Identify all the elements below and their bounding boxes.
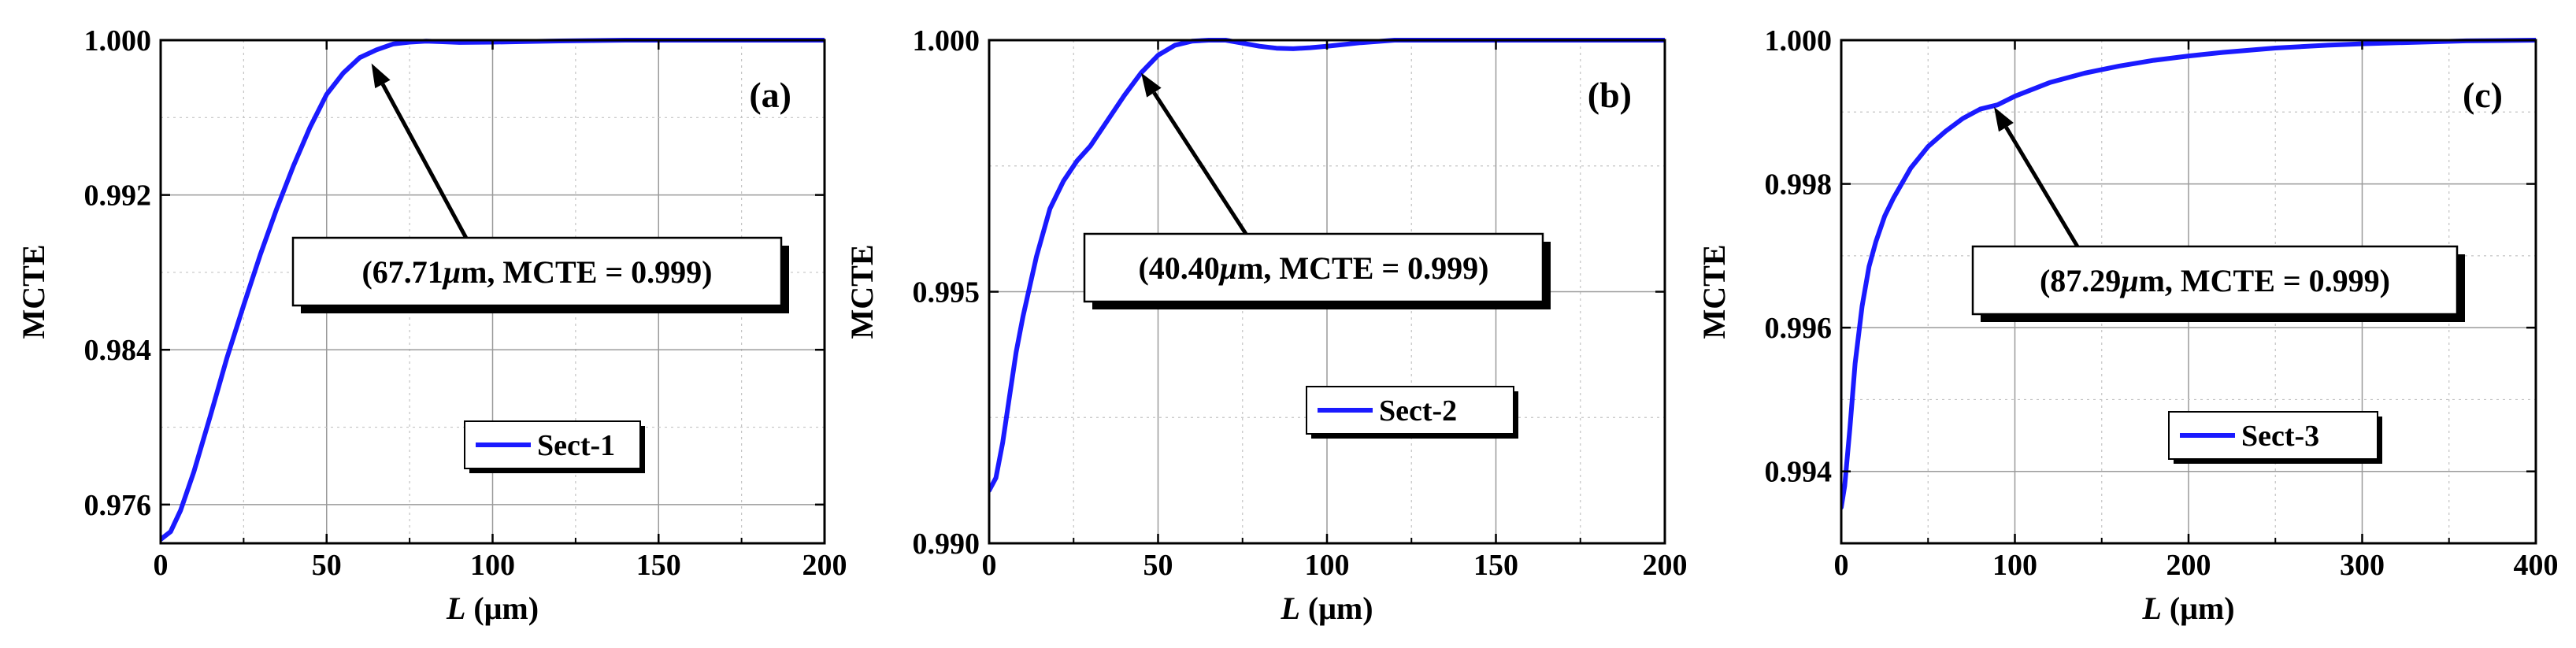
annotation-rest: m, MCTE = 0.999) (1237, 250, 1488, 286)
annotation-value: (40.40 (1138, 250, 1219, 286)
chart-panel-1: 0 50 100 150 200 0.976 0.984 0.992 1.000 L (μm) MC… (16, 24, 847, 626)
x-axis-title: L (μm) (2141, 591, 2234, 626)
y-tick-label: 0.996 (1765, 312, 1833, 345)
annotation-rest: m, MCTE = 0.999) (461, 254, 712, 290)
panel-label: (c) (2463, 75, 2503, 115)
annotation-arrow-line (1152, 91, 1248, 235)
annotation-rest: m, MCTE = 0.999) (2139, 263, 2390, 298)
x-tick-label: 400 (2514, 549, 2559, 582)
chart-panel-3: 0 100 200 300 400 0.994 0.996 0.998 1.000 L (μm) M… (1696, 24, 2559, 626)
x-axis-title-symbol: L (2141, 591, 2161, 626)
y-axis-title: MCTE (1696, 245, 1732, 339)
annotation-arrow-line (380, 83, 468, 239)
annotation-box (1083, 232, 1544, 303)
x-tick-label: 200 (802, 549, 847, 582)
annotation-arrow-head (1994, 106, 2014, 132)
annotation-box (1971, 245, 2459, 316)
annotation-text: (67.71μm, MCTE = 0.999) (361, 254, 712, 290)
x-tick-label: 100 (1992, 549, 2037, 582)
annotation-mu: μ (2119, 263, 2138, 298)
y-tick-label: 0.998 (1765, 168, 1833, 202)
x-tick-label: 50 (312, 549, 342, 582)
annotation-mu: μ (1218, 250, 1237, 286)
annotation-text: (87.29μm, MCTE = 0.999) (2040, 263, 2390, 298)
annotation-value: (87.29 (2040, 263, 2121, 298)
annotation-text: (40.40μm, MCTE = 0.999) (1138, 250, 1488, 286)
x-axis-title-unit: (μm) (465, 591, 539, 626)
annotation-arrow-head (1141, 72, 1162, 98)
legend-label: Sect-1 (537, 429, 615, 462)
y-tick-label: 0.992 (84, 180, 152, 213)
x-tick-label: 100 (1305, 549, 1350, 582)
x-axis-title-unit: (μm) (2162, 591, 2235, 626)
x-tick-label: 200 (2166, 549, 2211, 582)
y-axis-title: MCTE (844, 245, 880, 339)
y-tick-label: 1.000 (1765, 24, 1833, 57)
y-tick-label: 0.976 (84, 489, 152, 522)
x-tick-label: 150 (636, 549, 681, 582)
y-tick-label: 0.995 (913, 276, 980, 309)
x-tick-label: 0 (154, 549, 169, 582)
legend-label: Sect-3 (2241, 420, 2319, 453)
annotation-mu: μ (442, 254, 461, 290)
y-tick-label: 0.990 (913, 528, 980, 561)
x-tick-label: 300 (2340, 549, 2385, 582)
x-tick-label: 50 (1143, 549, 1173, 582)
x-tick-label: 100 (470, 549, 515, 582)
x-tick-label: 200 (1643, 549, 1688, 582)
x-axis-title-symbol: L (1280, 591, 1299, 626)
x-axis-title-symbol: L (446, 591, 465, 626)
x-tick-label: 0 (1834, 549, 1849, 582)
x-tick-label: 0 (982, 549, 997, 582)
chart-panel-2: 0 50 100 150 200 0.990 0.995 1.000 L (μm) MCTE (b)… (844, 24, 1688, 626)
x-axis-title-unit: (μm) (1300, 591, 1373, 626)
annotation-box (291, 236, 783, 307)
panel-label: (b) (1588, 75, 1632, 115)
y-tick-label: 0.994 (1765, 456, 1833, 489)
y-axis-title: MCTE (16, 245, 51, 339)
y-tick-label: 1.000 (913, 24, 980, 57)
y-tick-label: 1.000 (84, 24, 152, 57)
legend-label: Sect-2 (1379, 394, 1457, 428)
y-tick-label: 0.984 (84, 334, 152, 367)
annotation-value: (67.71 (361, 254, 443, 290)
x-axis-title: L (μm) (1280, 591, 1373, 626)
panel-label: (a) (749, 75, 791, 115)
annotation-arrow-head (371, 63, 391, 89)
x-axis-title: L (μm) (446, 591, 539, 626)
annotation-arrow-line (2004, 126, 2080, 248)
series-line-sect-3 (1841, 38, 2536, 510)
x-tick-label: 150 (1473, 549, 1518, 582)
